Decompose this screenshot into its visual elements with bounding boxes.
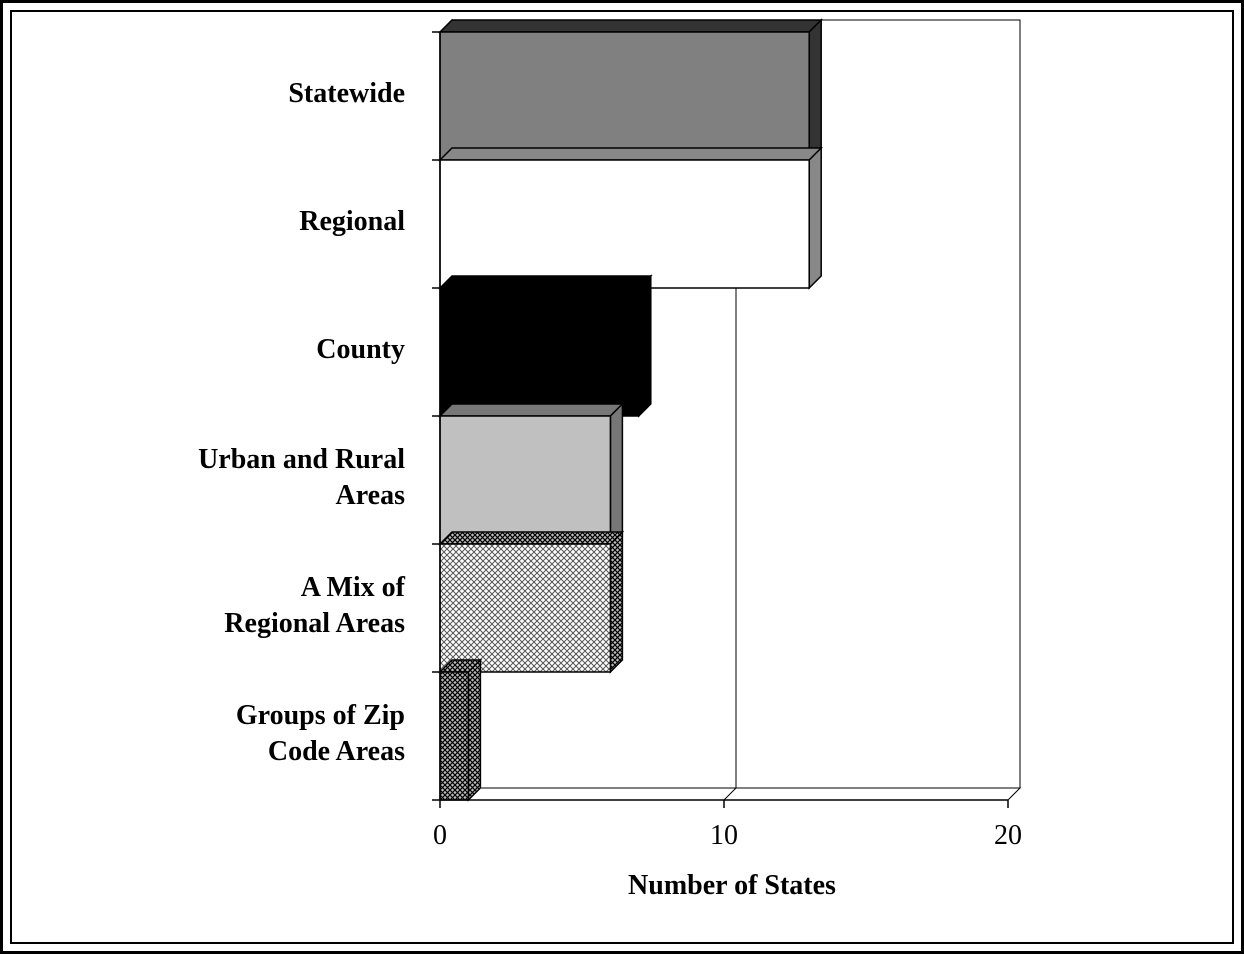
- category-label: County: [316, 334, 405, 365]
- bar-top-face: [438, 531, 625, 545]
- category-label: A Mix of Regional Areas: [224, 572, 405, 639]
- bar-side-face: [467, 658, 482, 802]
- bar-side-face: [638, 274, 652, 418]
- x-axis-label: Number of States: [628, 870, 836, 901]
- bar-top-face: [438, 19, 824, 33]
- category-label: Groups of Zip Code Areas: [235, 700, 405, 767]
- bar: [439, 31, 810, 161]
- category-label: Urban and Rural Areas: [198, 444, 405, 511]
- bar: [439, 159, 810, 289]
- x-tick-label: 0: [433, 820, 447, 851]
- category-label: Regional: [299, 206, 405, 237]
- bar-side-face: [808, 146, 822, 290]
- inner-frame: [10, 10, 1234, 944]
- gridline-floor: [723, 787, 737, 801]
- x-tick-label: 10: [710, 820, 738, 851]
- x-tick-label: 20: [994, 820, 1022, 851]
- bar-top-face: [438, 275, 653, 289]
- bar-top-face: [438, 147, 824, 161]
- bar: [439, 415, 612, 545]
- bar: [439, 671, 470, 801]
- category-label: Statewide: [288, 78, 405, 109]
- bar-side-face: [609, 402, 624, 546]
- bar: [439, 287, 640, 417]
- bar: [439, 543, 612, 673]
- bar-top-face: [438, 403, 625, 417]
- bar-side-face: [609, 530, 624, 674]
- bar-side-face: [808, 18, 822, 162]
